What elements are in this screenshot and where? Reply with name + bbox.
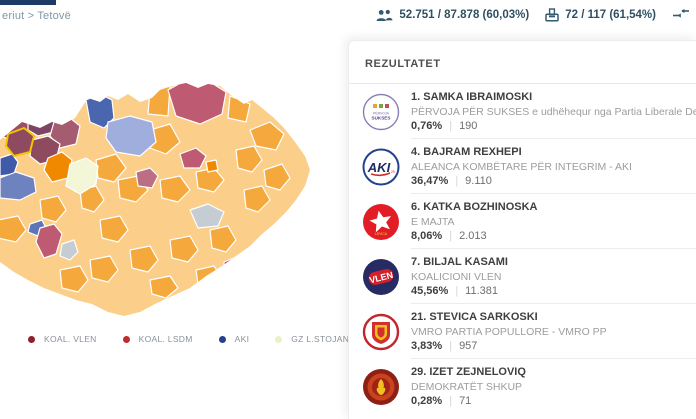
municipalities-choropleth-map[interactable]	[0, 30, 390, 330]
metrics-separator: |	[449, 339, 453, 352]
stations-stat: 72 / 117 (61,54%)	[545, 8, 656, 22]
candidate-party: DEMOKRATËT SHKUP	[411, 380, 523, 393]
legend-item-aki[interactable]: AKI	[218, 334, 250, 344]
candidate-party: VMRO PARTIA POPULLORE - VMRO PP	[411, 325, 607, 338]
panel-divider	[349, 83, 696, 84]
candidate-metrics: 3,83% | 957	[411, 339, 696, 354]
legend-item-koal-lsdm[interactable]: KOAL. LSDM	[122, 334, 193, 344]
candidate-percent: 0,28%	[411, 394, 443, 407]
turnout-stats: 52.751 / 87.878 (60,03%) 72 / 117 (61,54…	[376, 7, 690, 23]
party-logo-vlen: VLEN	[362, 258, 400, 296]
candidate-party: PËRVOJA PËR SUKSES e udhëhequr nga Parti…	[411, 105, 696, 118]
candidate-name: 21. STEVICA SARKOSKI	[411, 310, 538, 323]
metrics-separator: |	[449, 229, 453, 242]
party-logo-aki: AKI 25	[362, 148, 400, 186]
candidate-name: 1. SAMKA IBRAIMOSKI	[411, 90, 533, 103]
candidate-votes: 9.110	[465, 174, 492, 187]
candidate-percent: 0,76%	[411, 119, 443, 132]
metrics-separator: |	[455, 174, 459, 187]
svg-text:SUKSES: SUKSES	[372, 115, 391, 120]
candidate-row-samka-ibraimoski[interactable]: PËRVOJA SUKSES 1. SAMKA IBRAIMOSKI PËRVO…	[349, 84, 696, 139]
legend-label: KOAL. VLEN	[44, 334, 97, 344]
party-logo-demokratet-shkup	[362, 368, 400, 406]
candidate-votes: 190	[459, 119, 478, 132]
candidate-votes: 11.381	[465, 284, 498, 297]
svg-text:LEVICA: LEVICA	[375, 232, 388, 236]
candidate-row-biljal-kasami[interactable]: VLEN 7. BILJAL KASAMI KOALICIONI VLEN 45…	[349, 249, 696, 304]
legend-label: GZ L.STOJANO...	[291, 334, 365, 344]
candidate-name: 4. BAJRAM REXHEPI	[411, 145, 522, 158]
metrics-separator: |	[449, 394, 453, 407]
voters-stat: 52.751 / 87.878 (60,03%)	[376, 9, 529, 22]
candidate-party: E MAJTA	[411, 215, 455, 228]
legend-label: KOAL. LSDM	[138, 334, 193, 344]
candidate-row-stevica-sarkoski[interactable]: 21. STEVICA SARKOSKI VMRO PARTIA POPULLO…	[349, 304, 696, 359]
results-panel-title: REZULTATET	[365, 58, 441, 70]
candidate-metrics: 0,76% | 190	[411, 119, 696, 134]
svg-text:AKI: AKI	[367, 160, 391, 175]
candidate-row-bajram-rexhepi[interactable]: AKI 25 4. BAJRAM REXHEPI ALEANCA KOMBËTA…	[349, 139, 696, 194]
candidate-name: 29. IZET ZEJNELOVIQ	[411, 365, 526, 378]
voters-icon	[376, 9, 393, 22]
collapse-arrows-icon[interactable]	[672, 7, 690, 23]
candidate-percent: 36,47%	[411, 174, 449, 187]
candidate-name: 6. KATKA BOZHINOSKA	[411, 200, 538, 213]
ballot-box-icon	[545, 8, 559, 22]
candidate-party: KOALICIONI VLEN	[411, 270, 502, 283]
legend-dot-aki	[218, 335, 226, 343]
legend-dot-koal-lsdm	[122, 335, 130, 343]
candidate-party: ALEANCA KOMBËTARE PËR INTEGRIM - AKI	[411, 160, 632, 173]
legend-dot-gz-stojano	[275, 335, 283, 343]
metrics-separator: |	[449, 119, 453, 132]
active-tab-fragment[interactable]	[0, 0, 56, 5]
svg-text:25: 25	[391, 170, 395, 174]
legend-dot-koal-vlen	[28, 335, 35, 343]
candidate-row-katka-bozhinoska[interactable]: LEVICA 6. KATKA BOZHINOSKA E MAJTA 8,06%…	[349, 194, 696, 249]
party-logo-vmro-pp	[362, 313, 400, 351]
legend-item-koal-vlen[interactable]: KOAL. VLEN	[28, 334, 97, 344]
candidate-metrics: 0,28% | 71	[411, 394, 696, 409]
candidate-percent: 8,06%	[411, 229, 443, 242]
candidate-votes: 957	[459, 339, 478, 352]
candidate-votes: 2.013	[459, 229, 487, 242]
candidate-metrics: 8,06% | 2.013	[411, 229, 696, 244]
candidate-votes: 71	[459, 394, 472, 407]
svg-text:PËRVOJA: PËRVOJA	[373, 111, 390, 115]
candidate-metrics: 36,47% | 9.110	[411, 174, 696, 189]
candidate-list: PËRVOJA SUKSES 1. SAMKA IBRAIMOSKI PËRVO…	[349, 84, 696, 414]
legend-item-gz-stojano[interactable]: GZ L.STOJANO...	[275, 334, 364, 344]
candidate-percent: 45,56%	[411, 284, 449, 297]
candidate-percent: 3,83%	[411, 339, 443, 352]
legend-label: AKI	[234, 334, 250, 344]
voters-turnout-value: 52.751 / 87.878 (60,03%)	[399, 9, 530, 21]
party-logo-e-majta: LEVICA	[362, 203, 400, 241]
candidate-name: 7. BILJAL KASAMI	[411, 255, 508, 268]
results-panel: REZULTATET PËRVOJA SUKSES 1. SAMKA IBRAI…	[348, 40, 696, 419]
party-logo-pervoja-per-sukses: PËRVOJA SUKSES	[362, 93, 400, 131]
metrics-separator: |	[455, 284, 459, 297]
candidate-metrics: 45,56% | 11.381	[411, 284, 696, 299]
candidate-row-izet-zejneloviq[interactable]: 29. IZET ZEJNELOVIQ DEMOKRATËT SHKUP 0,2…	[349, 359, 696, 414]
map-legend: KOAL. VLEN KOAL. LSDM AKI GZ L.STOJANO..…	[0, 334, 364, 344]
breadcrumb[interactable]: eriut > Tetovë	[2, 10, 71, 22]
stations-reported-value: 72 / 117 (61,54%)	[565, 9, 656, 21]
